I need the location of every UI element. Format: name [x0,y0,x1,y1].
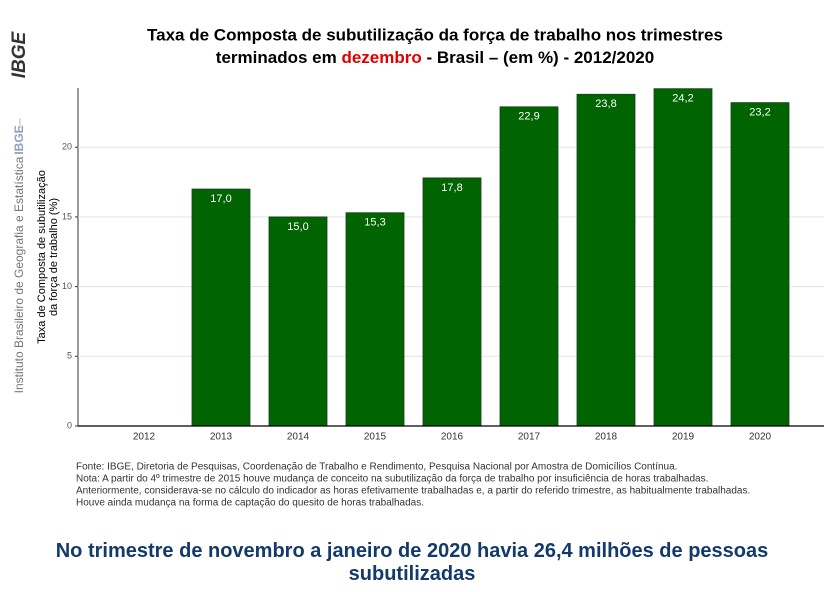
x-tick-label: 2013 [210,432,233,443]
note: Anteriormente, considerava-se no cálculo… [76,486,750,497]
y-tick-label: 5 [67,351,72,361]
x-tick-label: 2019 [672,432,695,443]
value-label: 23,8 [595,98,616,110]
title-highlight: dezembro [341,48,421,67]
chart-title: terminados em dezembro - Brasil – (em %)… [216,48,654,67]
x-tick-label: 2017 [518,432,541,443]
notes: Fonte: IBGE, Diretoria de Pesquisas, Coo… [76,462,750,509]
x-tick-label: 2016 [441,432,464,443]
y-axis-label: Taxa de Composta de subutilização [36,170,48,344]
logo: IBGE [9,30,30,78]
note: Houve ainda mudança na forma de captação… [76,498,424,509]
x-tick-label: 2012 [133,432,156,443]
bar [345,212,405,427]
y-axis-label: da força de trabalho (%) [48,198,60,316]
value-label: 23,2 [749,107,770,119]
value-label: 24,2 [672,93,693,105]
value-label: 15,3 [364,217,385,229]
x-tick-label: 2020 [749,432,772,443]
title-part: terminados em [216,48,342,67]
title-part: - Brasil – (em %) - 2012/2020 [422,48,654,67]
y-tick-label: 10 [62,281,72,291]
y-tick-label: 0 [67,420,72,430]
value-label: 17,8 [441,182,462,194]
sidebar-label: IBGE [12,125,26,154]
value-label: 15,0 [287,221,308,233]
x-tick-label: 2014 [287,432,310,443]
bar [422,177,482,427]
x-tick-label: 2018 [595,432,618,443]
value-label: 22,9 [518,111,539,123]
headline: No trimestre de novembro a janeiro de 20… [55,540,769,585]
chart-title: Taxa de Composta de subutilização da for… [147,25,723,44]
bar [191,188,251,427]
y-tick-label: 15 [62,211,72,221]
value-label: 17,0 [210,193,231,205]
chart: IBGE IBGE Instituto Brasileiro de Geogra… [9,25,824,509]
bar [653,88,713,427]
bar [268,216,328,427]
x-tick-label: 2015 [364,432,387,443]
y-tick-label: 20 [62,142,72,152]
bar [730,102,790,427]
note: Nota: A partir do 4º trimestre de 2015 h… [76,474,708,485]
institute-name: Instituto Brasileiro de Geografia e Esta… [12,156,26,393]
bar [499,106,559,427]
bar [576,93,636,427]
note: Fonte: IBGE, Diretoria de Pesquisas, Coo… [76,462,677,473]
